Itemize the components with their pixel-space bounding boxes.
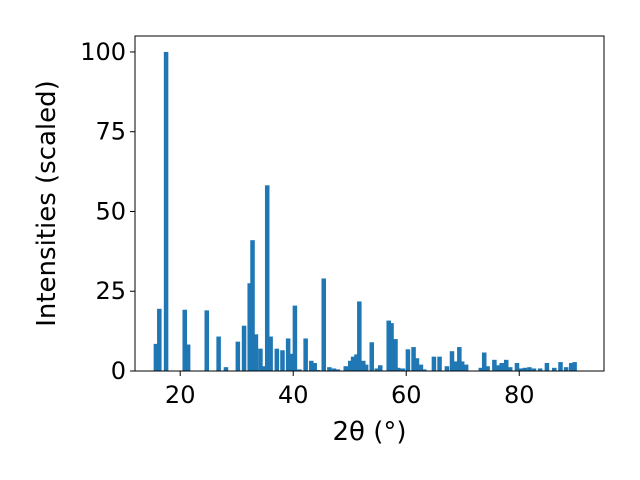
bar [363, 364, 369, 371]
bar [357, 301, 362, 371]
bar [182, 309, 187, 371]
y-tick-label: 50 [95, 197, 126, 225]
bar [303, 338, 308, 371]
bar [361, 360, 366, 371]
bar [437, 356, 442, 371]
y-axis-ticks: 0 25 50 75 100 [80, 38, 135, 385]
bar [514, 363, 520, 371]
bar [204, 310, 210, 371]
bar [321, 278, 326, 371]
bar [241, 325, 247, 371]
bar [354, 354, 359, 371]
bar [485, 366, 490, 371]
bar [157, 308, 162, 371]
bar [414, 358, 420, 371]
bar [495, 365, 501, 371]
bar [499, 363, 504, 371]
bar [568, 363, 574, 371]
bar [374, 368, 380, 371]
bar [250, 240, 255, 371]
bar-series [153, 51, 577, 371]
x-tick-label: 40 [278, 381, 309, 409]
bar [444, 366, 450, 371]
bar [459, 361, 465, 371]
bar [393, 339, 398, 371]
bar [518, 368, 524, 371]
y-tick-label: 25 [95, 277, 126, 305]
bar [527, 367, 532, 371]
bar [285, 338, 291, 371]
bar [396, 367, 401, 371]
y-tick-label: 0 [111, 357, 126, 385]
plot-frame [134, 35, 605, 372]
bar [309, 360, 314, 371]
bar [297, 369, 302, 371]
bar [350, 356, 356, 371]
bar [274, 348, 280, 371]
bar [463, 364, 469, 371]
bar [247, 283, 252, 371]
bar [552, 367, 557, 371]
bar [253, 334, 259, 371]
bar [261, 366, 266, 371]
bar [405, 349, 411, 371]
bar [453, 361, 458, 371]
bar [544, 363, 550, 371]
bar [312, 363, 317, 371]
bar [223, 367, 229, 371]
bar [431, 356, 437, 371]
bar [331, 368, 337, 371]
bar [449, 351, 455, 371]
y-axis-label: Intensities (scaled) [32, 80, 62, 327]
bar [292, 305, 298, 371]
bar [507, 367, 513, 371]
bar [558, 362, 563, 371]
y-tick-label: 75 [95, 118, 126, 146]
bar [563, 367, 569, 371]
bar [216, 336, 221, 371]
bar [531, 368, 537, 371]
bar [327, 367, 332, 371]
bar [572, 362, 577, 371]
bar [369, 342, 375, 371]
bar [348, 360, 353, 371]
x-axis-label: 2θ (°) [332, 417, 406, 447]
bar [481, 352, 487, 371]
bar [289, 353, 294, 371]
bar [335, 369, 341, 371]
bar [235, 341, 241, 371]
x-tick-label: 80 [504, 381, 535, 409]
bar [457, 347, 462, 371]
bar [418, 364, 424, 371]
bar [377, 365, 383, 371]
bar [389, 323, 394, 371]
bar [268, 336, 273, 371]
bar [343, 366, 349, 371]
bar [400, 368, 406, 371]
y-tick-label: 100 [80, 38, 126, 66]
x-axis-ticks: 20 40 60 80 [165, 371, 535, 409]
bar [503, 359, 509, 371]
bar [522, 367, 528, 371]
bar [386, 320, 391, 371]
bar [185, 344, 191, 371]
bar [264, 185, 270, 371]
x-tick-label: 60 [391, 381, 422, 409]
bar [280, 350, 285, 371]
bar [411, 347, 416, 371]
bar [153, 343, 159, 371]
x-tick-label: 20 [165, 381, 196, 409]
bar [492, 359, 497, 371]
bar [258, 348, 263, 371]
bar [537, 368, 543, 371]
bar [163, 51, 169, 371]
bar [478, 367, 484, 371]
bar [422, 369, 427, 371]
